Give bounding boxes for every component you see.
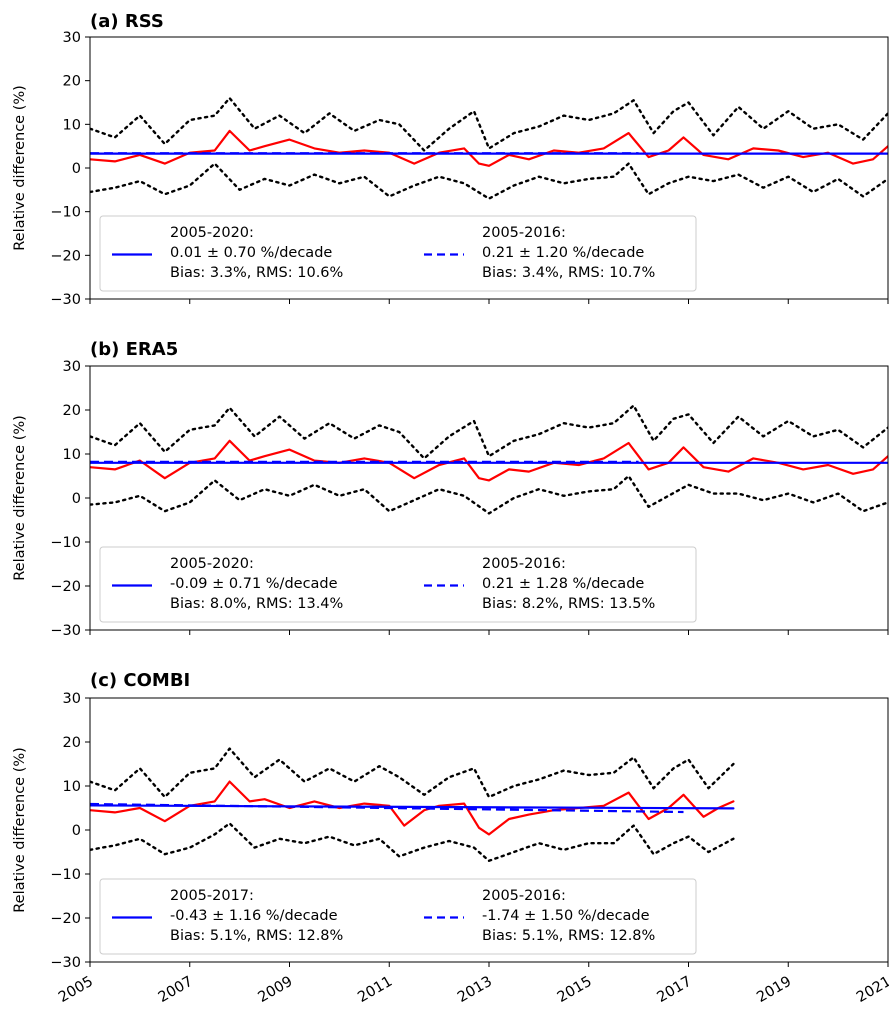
x-tick-label: 2013 <box>455 974 495 1006</box>
y-tick-label: 30 <box>63 691 81 707</box>
y-tick-label: 20 <box>63 74 81 90</box>
y-tick-label: −10 <box>50 867 81 883</box>
y-tick-label: 30 <box>63 30 81 46</box>
plot-frame <box>89 697 889 963</box>
panel-1: (a) RSS Relative difference (%) 30 20 10 0 −10… <box>12 11 889 308</box>
y-tick-label: −30 <box>50 623 81 639</box>
x-tick-label: 2019 <box>754 974 794 1006</box>
y-axis-label: Relative difference (%) <box>12 747 28 913</box>
trend-full-period-line <box>90 804 735 810</box>
y-tick-label: 20 <box>63 403 81 419</box>
panel-title: (a) RSS <box>90 11 164 32</box>
legend-text-3: Bias: 8.2%, RMS: 13.5% <box>482 596 655 612</box>
y-tick-label: 0 <box>72 491 81 507</box>
y-tick-label: 10 <box>63 779 81 795</box>
x-tick-label: 2017 <box>655 974 695 1006</box>
y-tick-label: −20 <box>50 911 81 927</box>
lower-envelope-line <box>90 162 888 200</box>
y-tick-label: −30 <box>50 955 81 971</box>
legend-box <box>99 215 697 292</box>
y-axis-label: Relative difference (%) <box>12 85 28 251</box>
x-tick-label: 2005 <box>56 974 96 1006</box>
plot-frame <box>89 36 889 300</box>
legend-text-1: 2005-2016: <box>482 888 566 904</box>
legend-text-1: 2005-2020: <box>170 225 254 241</box>
y-tick-label: −10 <box>50 535 81 551</box>
legend-box <box>99 878 697 955</box>
y-tick-label: −20 <box>50 579 81 595</box>
legend-text-2: -1.74 ± 1.50 %/decade <box>482 908 650 924</box>
y-tick-label: 10 <box>63 117 81 133</box>
series-group <box>90 96 888 200</box>
legend-text-3: Bias: 8.0%, RMS: 13.4% <box>170 596 343 612</box>
y-tick-label: −30 <box>50 292 81 308</box>
legend-text-2: 0.01 ± 0.70 %/decade <box>170 245 332 261</box>
legend-text-2: 0.21 ± 1.28 %/decade <box>482 576 644 592</box>
upper-envelope-line <box>90 404 888 460</box>
y-tick-label: −20 <box>50 248 81 264</box>
legend-text-2: 0.21 ± 1.20 %/decade <box>482 245 644 261</box>
panel-2: (b) ERA5 Relative difference (%) 30 20 10 0 −1… <box>12 339 889 639</box>
y-axis-label: Relative difference (%) <box>12 415 28 581</box>
series-group <box>90 747 735 862</box>
y-tick-label: −10 <box>50 205 81 221</box>
x-tick-label: 2007 <box>156 974 196 1006</box>
lower-envelope-line <box>90 822 735 862</box>
panel-title: (b) ERA5 <box>90 339 178 360</box>
panel-title: (c) COMBI <box>90 670 190 691</box>
legend-text-1: 2005-2016: <box>482 556 566 572</box>
x-tick-label: 2011 <box>355 974 395 1006</box>
y-tick-label: 20 <box>63 735 81 751</box>
x-tick-label: 2009 <box>256 974 296 1006</box>
upper-envelope-line <box>90 96 888 152</box>
legend-text-3: Bias: 3.3%, RMS: 10.6% <box>170 265 343 281</box>
legend-text-1: 2005-2020: <box>170 556 254 572</box>
upper-envelope-line <box>90 747 735 799</box>
legend: 2005-2020: -0.09 ± 0.71 %/decade Bias: 8.0… <box>99 546 697 623</box>
plot-frame <box>89 365 889 631</box>
legend-text-3: Bias: 3.4%, RMS: 10.7% <box>482 265 655 281</box>
x-tick-label: 2015 <box>555 974 595 1006</box>
legend-box <box>99 546 697 623</box>
legend-text-3: Bias: 5.1%, RMS: 12.8% <box>482 928 655 944</box>
series-group <box>90 404 888 515</box>
y-tick-label: 30 <box>63 359 81 375</box>
legend-text-3: Bias: 5.1%, RMS: 12.8% <box>170 928 343 944</box>
trend-2005-2016-line <box>90 802 684 814</box>
legend-text-1: 2005-2016: <box>482 225 566 241</box>
legend: 2005-2020: 0.01 ± 0.70 %/decade Bias: 3.3%… <box>99 215 697 292</box>
legend-text-1: 2005-2017: <box>170 888 254 904</box>
legend: 2005-2017: -0.43 ± 1.16 %/decade Bias: 5.1… <box>99 878 697 955</box>
y-tick-label: 0 <box>72 823 81 839</box>
lower-envelope-line <box>90 474 888 515</box>
relative-difference-line <box>90 129 888 167</box>
y-tick-label: 0 <box>72 161 81 177</box>
legend-text-2: -0.09 ± 0.71 %/decade <box>170 576 338 592</box>
relative-difference-line <box>90 439 888 482</box>
y-tick-label: 10 <box>63 447 81 463</box>
x-tick-label: 2021 <box>854 974 889 1006</box>
legend-text-2: -0.43 ± 1.16 %/decade <box>170 908 338 924</box>
panel-3: (c) COMBI Relative difference (%) 30 20 10 0 −… <box>12 670 889 1006</box>
